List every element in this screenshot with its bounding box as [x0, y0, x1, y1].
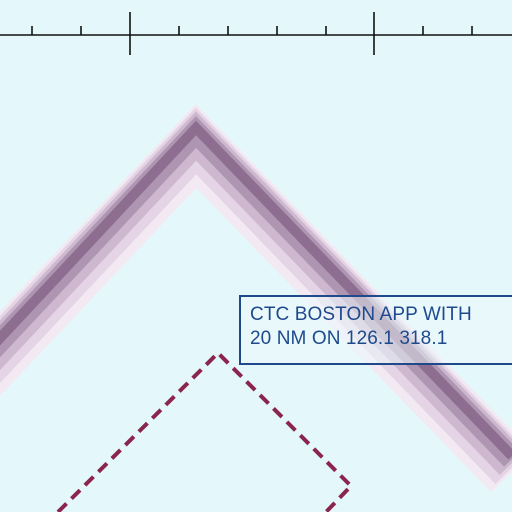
callout-line-1: CTC BOSTON APP WITH: [250, 304, 472, 325]
approach-control-callout-box: CTC BOSTON APP WITH 20 NM ON 126.1 318.1: [239, 295, 512, 365]
tick-scale: [0, 12, 512, 55]
dashed-airspace-boundary: [56, 350, 354, 512]
callout-line-2: 20 NM ON 126.1 318.1: [250, 328, 448, 349]
